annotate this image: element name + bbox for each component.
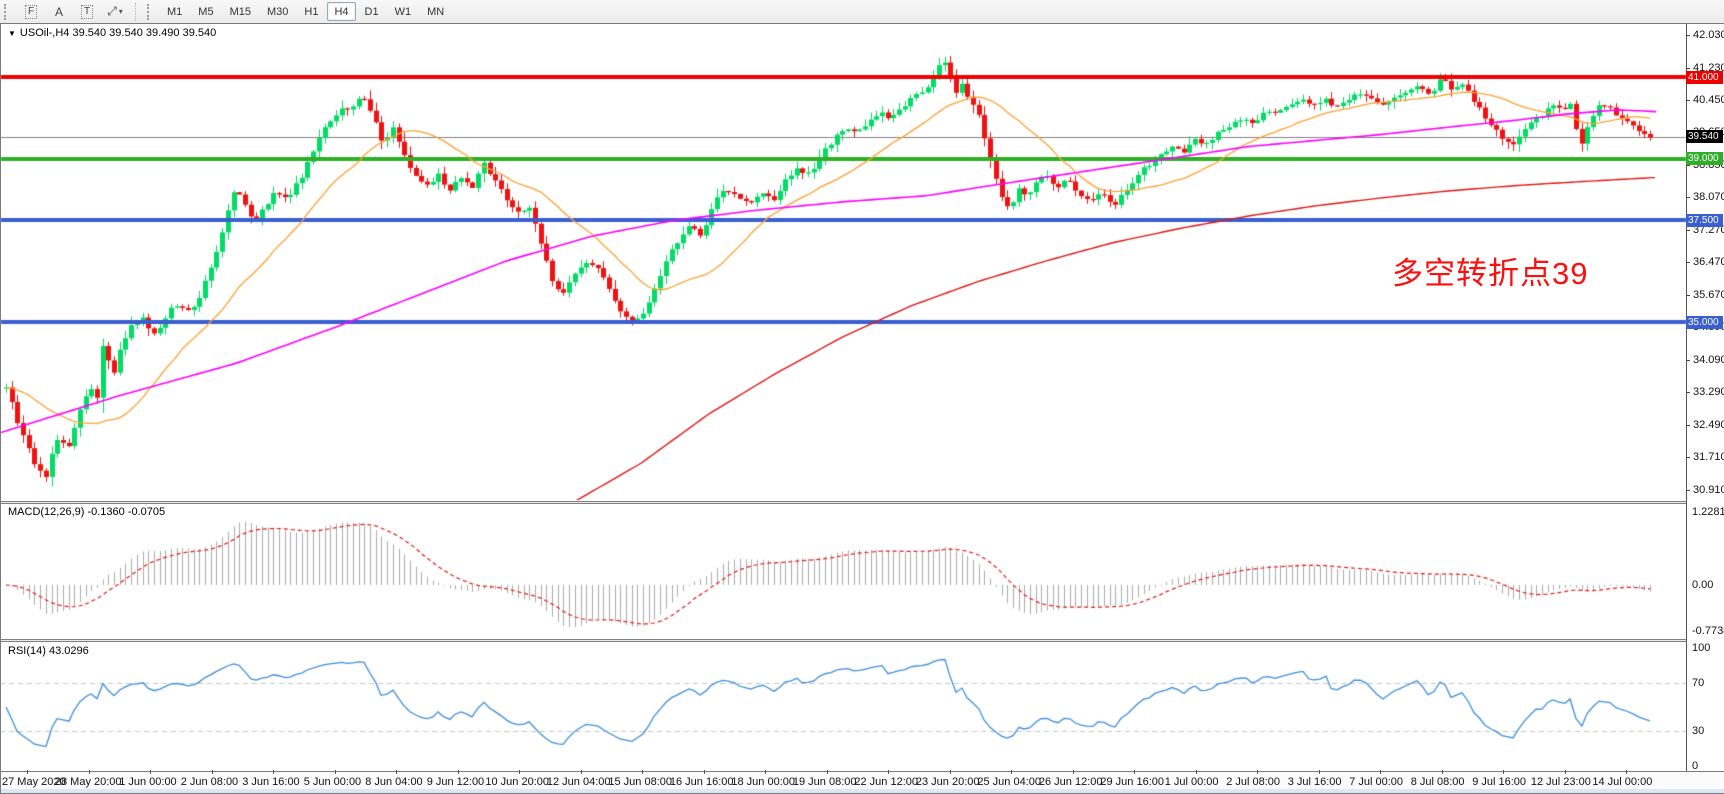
toolbar-grip[interactable] bbox=[147, 3, 154, 20]
timeframe-button-M1[interactable]: M1 bbox=[167, 5, 183, 18]
main-chart-pane[interactable] bbox=[1, 24, 1724, 501]
timeframe-button-M30[interactable]: M30 bbox=[266, 5, 289, 18]
timeframe-button-MN[interactable]: MN bbox=[427, 5, 445, 18]
toolbar: F A T ⤢ ▾ M1 M5 M15 M30 H1 H4 D1 W1 MN bbox=[0, 0, 1724, 24]
price-axis[interactable] bbox=[1686, 24, 1724, 771]
timeframe-buttons-group: M1 M5 M15 M30 H1 H4 D1 W1 MN bbox=[160, 2, 451, 21]
timeframe-button-H1[interactable]: H1 bbox=[304, 5, 319, 18]
toolbar-separator bbox=[135, 2, 137, 21]
text-t-tool-icon[interactable]: T bbox=[73, 2, 101, 22]
timeframe-button-M5[interactable]: M5 bbox=[198, 5, 214, 18]
chart-window bbox=[0, 23, 1724, 794]
macd-pane[interactable] bbox=[1, 504, 1724, 639]
bottom-strip bbox=[1, 789, 1724, 793]
dropdown-caret-icon[interactable]: ▾ bbox=[118, 7, 123, 16]
label-a-tool-icon[interactable]: A bbox=[54, 4, 63, 19]
time-axis[interactable] bbox=[1, 771, 1724, 790]
timeframe-button-H4[interactable]: H4 bbox=[327, 2, 356, 21]
rsi-pane[interactable] bbox=[1, 642, 1724, 771]
drawing-tools-group: F A T ⤢ ▾ bbox=[17, 2, 129, 22]
toolbar-grip[interactable] bbox=[4, 3, 11, 20]
timeframe-button-W1[interactable]: W1 bbox=[394, 5, 412, 18]
diagonal-arrows-tool-icon[interactable]: ⤢ ▾ bbox=[107, 4, 123, 18]
timeframe-button-D1[interactable]: D1 bbox=[364, 5, 379, 18]
grid-f-tool-icon[interactable]: F bbox=[17, 2, 45, 22]
timeframe-button-M15[interactable]: M15 bbox=[229, 5, 251, 18]
